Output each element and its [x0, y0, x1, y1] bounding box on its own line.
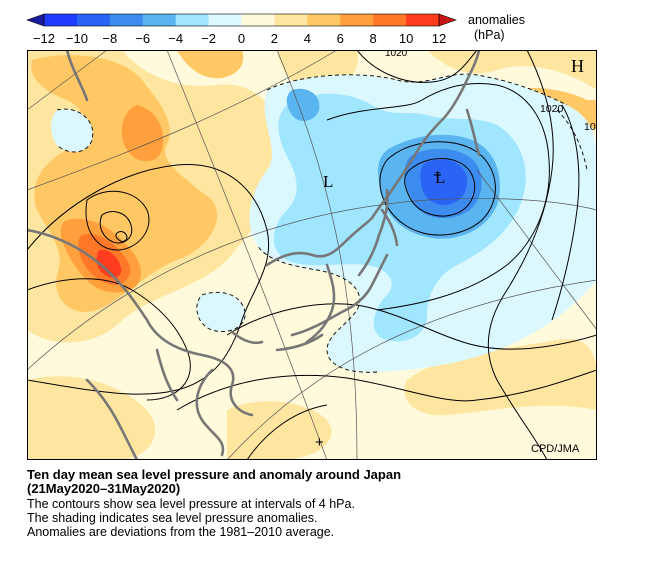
colorbar-tick-label: 2 [271, 31, 278, 46]
graticule-lines [27, 50, 597, 460]
colorbar-bin [373, 14, 407, 26]
colorbar-bin [175, 14, 209, 26]
coastlines [27, 50, 481, 460]
caption-line-anomalies: Anomalies are deviations from the 1981–2… [27, 525, 335, 539]
caption-period: (21May2020–31May2020) [27, 481, 181, 496]
colorbar-bin [406, 14, 440, 26]
colorbar-bin [340, 14, 374, 26]
low-pressure-symbol-2: L [435, 168, 445, 187]
colorbar-bin [208, 14, 242, 26]
map-frame [27, 50, 597, 460]
colorbar-bin [307, 14, 341, 26]
colorbar-tick-label: 4 [304, 31, 311, 46]
isobar-contours [27, 50, 597, 460]
colorbar-tick-label: −4 [168, 31, 183, 46]
high-pressure-symbol: H [571, 56, 584, 76]
colorbar-tick-label: 12 [432, 31, 446, 46]
colorbar-right-arrow [438, 13, 457, 27]
colorbar-bin [109, 14, 144, 26]
colorbar-bin [76, 14, 111, 26]
caption-line-contours: The contours show sea level pressure at … [27, 497, 355, 511]
zero-anomaly-dashed-lines [56, 73, 588, 373]
colorbar-left-arrow [26, 13, 45, 27]
contour-label-1020-top: 1020 [385, 50, 408, 59]
colorbar-tick-label: −6 [135, 31, 150, 46]
caption-title: Ten day mean sea level pressure and anom… [27, 467, 402, 482]
contour-label-10-right: 10 [584, 121, 596, 133]
pressure-anomaly-map: H L L + + 1020 1020 10 CPD/JMA [27, 50, 597, 460]
colorbar-tick-label: 8 [370, 31, 377, 46]
colorbar-tick-label: −12 [33, 31, 55, 46]
colorbar-unit: (hPa) [474, 28, 505, 42]
low-center-plus-marker: + [433, 167, 442, 184]
colorbar-bins [43, 13, 440, 27]
shading-positive-10-12 [96, 249, 122, 278]
colorbar-bin [274, 14, 308, 26]
colorbar-bin [241, 14, 275, 26]
colorbar-tick-label: −8 [102, 31, 117, 46]
anomaly-colorbar: −12 −10 −8 −6 −4 −2 0 2 4 6 8 10 12 anomalies (hPa) [26, 13, 525, 46]
colorbar-tick-label: 10 [399, 31, 413, 46]
shading-negative-8-10 [420, 159, 468, 206]
contour-label-1020-right: 1020 [540, 103, 564, 115]
colorbar-tick-label: −2 [201, 31, 216, 46]
low-pressure-symbol-1: L [323, 172, 333, 191]
colorbar-title: anomalies [468, 13, 525, 27]
colorbar-tick-label: 6 [337, 31, 344, 46]
colorbar-tick-label: −10 [66, 31, 88, 46]
caption-line-shading: The shading indicates sea level pressure… [27, 511, 318, 525]
colorbar-tick-labels: −12 −10 −8 −6 −4 −2 0 2 4 6 8 10 12 [33, 31, 446, 46]
colorbar-bin [44, 14, 78, 26]
colorbar-bin [142, 14, 176, 26]
colorbar-tick-label: 0 [238, 31, 245, 46]
map-credit: CPD/JMA [531, 443, 580, 455]
map-center-plus-marker: + [315, 434, 324, 451]
